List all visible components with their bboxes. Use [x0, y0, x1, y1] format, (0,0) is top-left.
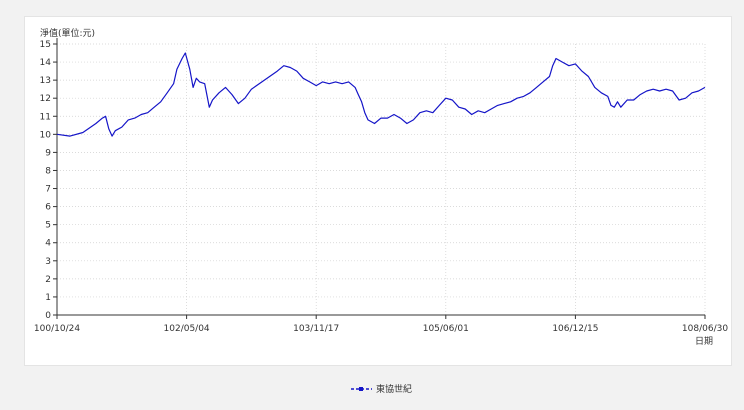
y-tick-label: 3 — [45, 257, 51, 267]
y-tick-label: 14 — [40, 58, 52, 68]
y-tick-label: 9 — [45, 148, 51, 158]
y-tick-label: 2 — [45, 275, 51, 285]
legend[interactable]: 東協世紀 — [351, 383, 412, 395]
y-axis-label: 淨值(單位:元) — [40, 27, 95, 39]
y-tick-label: 1 — [45, 293, 51, 303]
x-tick-label: 103/11/17 — [293, 324, 339, 334]
y-tick-label: 11 — [40, 112, 51, 122]
plot-panel — [24, 16, 732, 366]
y-tick-label: 5 — [45, 221, 51, 231]
y-tick-label: 8 — [45, 166, 51, 176]
x-tick-label: 108/06/30 — [682, 324, 728, 334]
x-tick-label: 100/10/24 — [34, 324, 80, 334]
y-tick-label: 7 — [45, 185, 51, 195]
x-axis-label: 日期 — [695, 336, 713, 347]
series-line — [56, 52, 706, 137]
legend-marker — [359, 387, 363, 391]
series-lines — [56, 52, 706, 137]
axes — [53, 38, 706, 319]
x-tick-label: 105/06/01 — [423, 324, 469, 334]
legend-panel — [24, 367, 730, 397]
x-tick-label: 106/12/15 — [552, 324, 598, 334]
x-tick-label: 102/05/04 — [164, 324, 210, 334]
y-tick-label: 12 — [40, 94, 51, 104]
legend-label: 東協世紀 — [376, 383, 412, 395]
y-tick-label: 0 — [45, 311, 51, 321]
y-tick-label: 4 — [45, 239, 51, 249]
y-tick-label: 13 — [40, 76, 51, 86]
y-tick-label: 10 — [40, 130, 52, 140]
y-tick-label: 6 — [45, 203, 51, 213]
y-tick-label: 15 — [40, 40, 51, 50]
x-tick-labels: 100/10/24 102/05/04 103/11/17 105/06/01 106/… — [34, 324, 728, 334]
grid-lines — [57, 43, 706, 315]
